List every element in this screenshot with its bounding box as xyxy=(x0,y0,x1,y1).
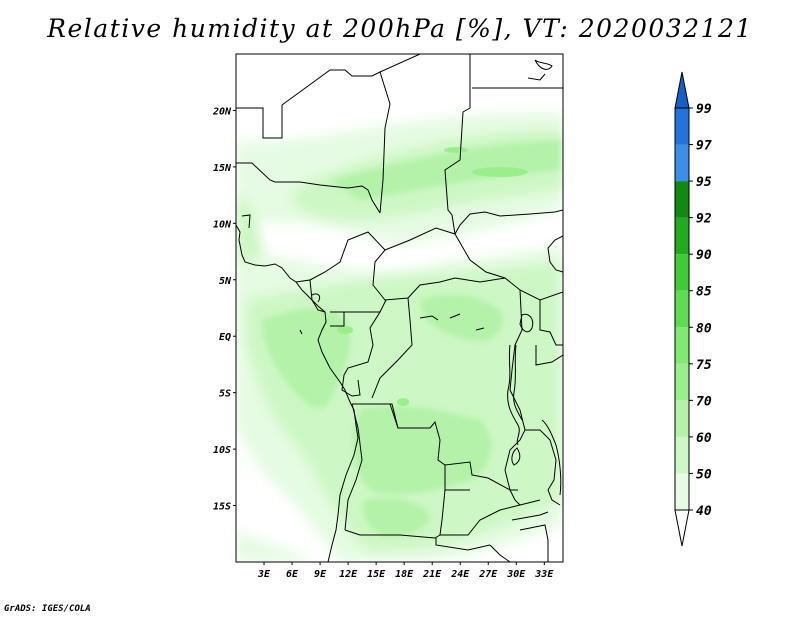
lon-tick-label: 24E xyxy=(450,569,470,580)
colorbar-segment xyxy=(675,327,689,364)
lon-tick-label: 18E xyxy=(395,569,414,580)
colorbar-label: 60 xyxy=(696,431,712,446)
lon-tick-label: 15E xyxy=(367,569,386,580)
lon-tick-label: 33E xyxy=(534,569,554,580)
map-panel: 20N 15N 10N 5N EQ 5S 10S 15S 3E 6E 9E 12E 15E 18E 21E… xyxy=(212,53,564,580)
lon-tick-label: 30E xyxy=(506,569,526,580)
colorbar-label: 75 xyxy=(696,358,712,373)
lat-tick-label: EQ xyxy=(219,332,231,343)
lon-tick-label: 9E xyxy=(314,569,327,580)
lon-tick-label: 3E xyxy=(257,569,271,580)
lon-tick-label: 21E xyxy=(422,569,442,580)
colorbar-segment xyxy=(675,108,689,145)
colorbar-label: 50 xyxy=(696,467,712,482)
longitude-axis: 3E 6E 9E 12E 15E 18E 21E 24E 27E 30E 33E xyxy=(257,562,554,580)
colorbar-segment xyxy=(675,400,689,437)
colorbar-label: 97 xyxy=(696,139,712,154)
colorbar-label: 80 xyxy=(696,321,712,336)
colorbar-label: 90 xyxy=(696,248,712,263)
lat-tick-label: 5S xyxy=(219,389,231,400)
humidity-70-band xyxy=(337,147,528,406)
latitude-axis: 20N 15N 10N 5N EQ 5S 10S 15S xyxy=(212,106,236,513)
colorbar-segment xyxy=(675,144,689,182)
colorbar-label: 70 xyxy=(696,394,712,409)
colorbar: 40 50 60 70 75 80 85 90 92 95 97 99 xyxy=(674,71,712,547)
colorbar-under-triangle xyxy=(674,509,690,547)
grads-credit: GrADS: IGES/COLA xyxy=(4,604,91,614)
coastline xyxy=(236,59,562,562)
colorbar-segment xyxy=(675,473,689,510)
colorbar-label: 95 xyxy=(696,175,712,190)
colorbar-segment xyxy=(675,217,689,255)
chart-title: Relative humidity at 200hPa [%], VT: 202… xyxy=(47,14,753,43)
lon-tick-label: 12E xyxy=(339,569,358,580)
colorbar-segment xyxy=(675,181,689,218)
lon-tick-label: 6E xyxy=(286,569,299,580)
colorbar-segment xyxy=(675,254,689,291)
colorbar-label: 40 xyxy=(696,504,712,519)
colorbar-outline xyxy=(674,107,690,511)
lat-tick-label: 15N xyxy=(213,163,232,174)
lon-tick-label: 27E xyxy=(478,569,498,580)
colorbar-over-triangle xyxy=(674,71,690,109)
lat-tick-label: 10N xyxy=(213,219,232,230)
colorbar-segment xyxy=(675,290,689,328)
lat-tick-label: 10S xyxy=(213,445,231,456)
lat-tick-label: 15S xyxy=(213,502,231,513)
humidity-field xyxy=(236,111,563,562)
lat-tick-label: 5N xyxy=(219,276,232,287)
colorbar-label: 92 xyxy=(696,212,712,227)
lat-tick-label: 20N xyxy=(212,106,232,117)
colorbar-segment xyxy=(675,436,689,474)
colorbar-segment xyxy=(675,363,689,401)
colorbar-label: 85 xyxy=(696,285,712,300)
map-frame xyxy=(235,53,564,563)
colorbar-label: 99 xyxy=(696,102,712,117)
